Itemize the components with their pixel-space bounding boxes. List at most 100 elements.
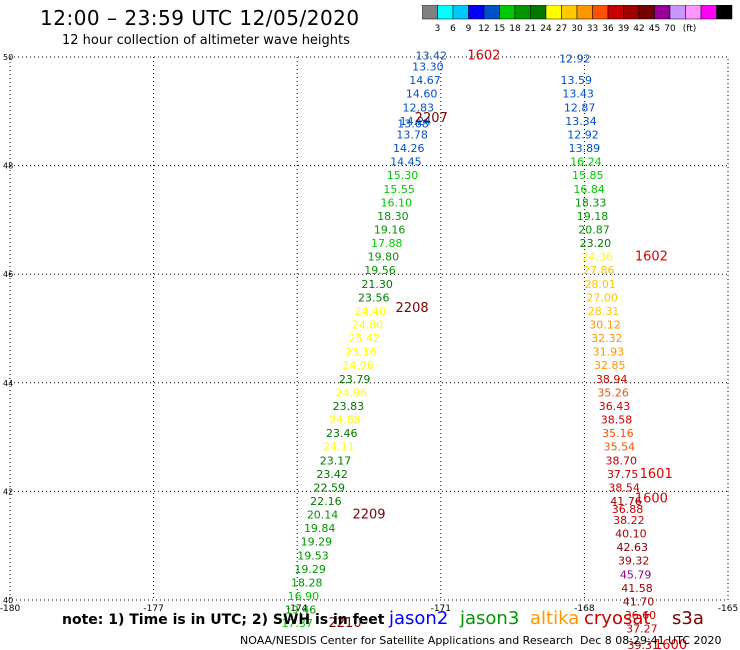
swh-value-label: 13.34: [565, 115, 597, 128]
swh-value-label: 35.16: [602, 427, 634, 440]
swh-value-label: 19.80: [368, 251, 400, 264]
swh-value-label: 21.30: [361, 278, 393, 291]
x-tick-label: -177: [143, 604, 163, 614]
swh-value-label: 24.88: [329, 414, 361, 427]
swh-value-label: 45.79: [620, 568, 652, 581]
swh-value-label: 37.75: [607, 468, 639, 481]
swh-value-label: 38.70: [606, 454, 638, 467]
swh-value-label: 40.10: [615, 528, 647, 541]
swh-value-label: 12.87: [564, 101, 596, 114]
swh-value-label: 38.22: [613, 514, 645, 527]
swh-value-label: 38.54: [608, 481, 640, 494]
swh-value-label: 19.56: [364, 264, 396, 277]
swh-value-label: 13.78: [396, 128, 428, 141]
swh-value-label: 16.84: [573, 183, 605, 196]
swh-value-label: 25.16: [345, 346, 377, 359]
swh-value-label: 39.32: [618, 555, 650, 568]
y-tick-label: 42: [3, 487, 13, 496]
swh-value-label: 18.28: [291, 576, 323, 589]
colorbar-label: 9: [466, 24, 472, 34]
pass-time-label: 1600: [654, 638, 687, 650]
swh-value-label: 19.84: [304, 522, 336, 535]
swh-value-label: 14.45: [390, 156, 422, 169]
legend-s3a: s3a: [672, 608, 704, 629]
swh-value-label: 16.24: [570, 156, 602, 169]
swh-value-label: 24.96: [336, 386, 368, 399]
swh-value-label: 36.43: [599, 400, 631, 413]
colorbar-label: 18: [509, 24, 521, 34]
color-scale-legend: 3 6 9 12 15 18 21 24 27 30 33 36 39 42 45 70 (ft): [422, 5, 733, 34]
swh-value-label: 35.26: [597, 386, 629, 399]
swh-value-label: 14.60: [406, 88, 438, 101]
colorbar-label: 36: [602, 24, 614, 34]
swh-value-label: 18.33: [575, 196, 607, 209]
swh-value-label: 12.92: [559, 52, 591, 65]
swh-value-label: 13.43: [562, 88, 594, 101]
swh-value-label: 38.94: [596, 373, 628, 386]
colorbar-label: 12: [478, 24, 489, 34]
swh-value-label: 19.18: [577, 210, 609, 223]
legend-cryosat: cryosat: [584, 608, 651, 629]
colorbar-label: 3: [435, 24, 441, 34]
swh-value-label: 25.42: [348, 332, 380, 345]
x-tick-label: -171: [431, 604, 451, 614]
swh-value-label: 14.26: [393, 142, 425, 155]
swh-value-label: 39.31: [628, 639, 660, 650]
x-tick-label: -168: [574, 604, 595, 614]
colorbar-swatch: [716, 5, 733, 20]
colorbar-label: 15: [494, 24, 505, 34]
swh-value-label: 15.30: [387, 169, 419, 182]
swh-value-label: 19.46: [285, 604, 317, 617]
swh-value-label: 15.55: [383, 183, 415, 196]
y-tick-label: 50: [3, 53, 13, 62]
swh-value-label: 36.60: [625, 609, 657, 622]
pass-time-label: 1601: [640, 467, 673, 482]
colorbar-label: 6: [450, 24, 456, 34]
colorbar-label: 21: [525, 24, 536, 34]
swh-value-label: 30.12: [589, 319, 621, 332]
swh-value-label: 37.27: [626, 623, 658, 636]
swh-value-label: 35.54: [604, 441, 636, 454]
x-tick-label: -174: [287, 604, 308, 614]
swh-value-label: 24.36: [582, 251, 614, 264]
swh-value-label: 24.96: [342, 359, 374, 372]
chart-subtitle: 12 hour collection of altimeter wave hei…: [62, 33, 350, 48]
swh-value-label: 17.88: [371, 237, 403, 250]
swh-value-label: 28.01: [584, 278, 616, 291]
colorbar-label: 42: [633, 24, 644, 34]
swh-value-label: 22.59: [314, 481, 346, 494]
swh-value-label: 24.40: [355, 305, 387, 318]
swh-value-label: 14.67: [409, 74, 441, 87]
y-tick-label: 40: [3, 596, 13, 605]
swh-value-label: 23.56: [358, 291, 390, 304]
swh-value-label: 23.79: [339, 373, 371, 386]
x-tick-label: -165: [718, 604, 738, 614]
swh-value-label: 23.20: [580, 237, 612, 250]
legend-jason3: jason3: [460, 608, 520, 629]
credit-line: NOAA/NESDIS Center for Satellite Applica…: [240, 634, 574, 647]
swh-value-label: 36.88: [612, 503, 644, 516]
colorbar-label: (ft): [683, 24, 697, 34]
colorbar-label: 24: [540, 24, 552, 34]
swh-value-label: 12.83: [403, 101, 435, 114]
generated-timestamp: Dec 8 08:29:41 UTC 2020: [580, 634, 722, 647]
swh-value-label: 22.16: [310, 495, 342, 508]
pass-time-label: 1602: [635, 250, 668, 265]
colorbar-label: 30: [571, 24, 583, 34]
swh-value-label: 17.37: [281, 617, 313, 630]
swh-value-label: 12.92: [567, 128, 599, 141]
swh-value-label: 15.85: [572, 169, 604, 182]
footer-note: note: 1) Time is in UTC; 2) SWH is in fe…: [62, 612, 385, 628]
colorbar-label: 39: [618, 24, 630, 34]
swh-value-label: 18.30: [377, 210, 409, 223]
swh-value-label: 19.16: [374, 223, 406, 236]
legend-altika: altika: [530, 608, 580, 629]
y-tick-label: 48: [3, 162, 13, 171]
swh-value-label: 41.70: [623, 595, 655, 608]
swh-value-label: 27.86: [583, 264, 615, 277]
swh-value-label: 14.24: [400, 115, 432, 128]
swh-value-label: 19.29: [294, 563, 326, 576]
swh-value-label: 16.10: [381, 196, 413, 209]
y-tick-label: 46: [3, 270, 13, 279]
swh-value-label: 24.11: [323, 441, 355, 454]
